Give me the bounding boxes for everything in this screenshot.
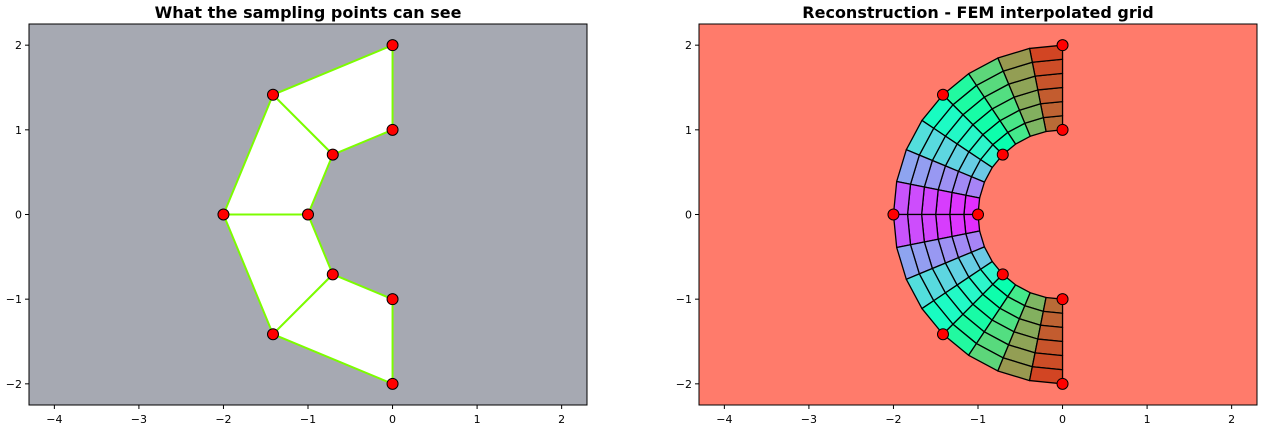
- sampling-point: [302, 208, 314, 221]
- x-tick-label: −2: [885, 413, 901, 426]
- chart-title: Reconstruction - FEM interpolated grid: [802, 3, 1153, 22]
- sampling-point: [217, 208, 230, 221]
- y-tick-label: 2: [15, 39, 22, 52]
- y-tick-label: 2: [685, 39, 692, 52]
- x-tick-label: −3: [131, 413, 147, 426]
- sampling-point: [386, 39, 399, 52]
- sampling-point: [887, 208, 900, 221]
- sampling-point: [936, 328, 949, 341]
- x-tick-label: −2: [215, 413, 231, 426]
- sampling-point: [972, 208, 984, 221]
- y-tick-label: −1: [676, 293, 692, 306]
- chart-title: What the sampling points can see: [155, 3, 462, 22]
- sampling-point: [936, 88, 949, 101]
- sampling-point: [266, 88, 279, 101]
- x-tick-label: −1: [970, 413, 986, 426]
- x-tick-label: −3: [801, 413, 817, 426]
- y-tick-label: 0: [15, 209, 22, 222]
- x-tick-label: 2: [558, 413, 565, 426]
- panel-sampling-points: −4 −3 −2 −1 0 1 2 −2 −1 0 1 2 What the sampling poin…: [6, 3, 588, 426]
- sampling-point: [386, 293, 399, 306]
- sampling-point: [326, 148, 339, 161]
- y-tick-label: 0: [685, 209, 692, 222]
- y-tick-label: 1: [685, 124, 692, 137]
- sampling-point: [1056, 293, 1069, 306]
- x-tick-label: 1: [1144, 413, 1151, 426]
- sampling-point: [996, 268, 1009, 281]
- x-tick-label: −4: [716, 413, 732, 426]
- x-tick-label: 0: [1059, 413, 1066, 426]
- x-tick-label: −4: [46, 413, 62, 426]
- y-tick-label: −2: [6, 378, 22, 391]
- x-tick-label: 1: [474, 413, 481, 426]
- x-tick-label: 0: [389, 413, 396, 426]
- y-tick-label: −1: [6, 293, 22, 306]
- x-tick-label: 2: [1228, 413, 1235, 426]
- sampling-point: [1056, 39, 1069, 52]
- sampling-point: [266, 328, 279, 341]
- sampling-point: [1056, 377, 1069, 390]
- y-tick-label: −2: [676, 378, 692, 391]
- panel-fem-reconstruction: −4 −3 −2 −1 0 1 2 −2 −1 0 1 2 Reconstruction - FEM i…: [676, 3, 1258, 426]
- sampling-point: [1056, 123, 1069, 136]
- sampling-point: [386, 123, 399, 136]
- x-tick-label: −1: [300, 413, 316, 426]
- sampling-point: [386, 377, 399, 390]
- y-tick-label: 1: [15, 124, 22, 137]
- sampling-point: [996, 148, 1009, 161]
- sampling-point: [326, 268, 339, 281]
